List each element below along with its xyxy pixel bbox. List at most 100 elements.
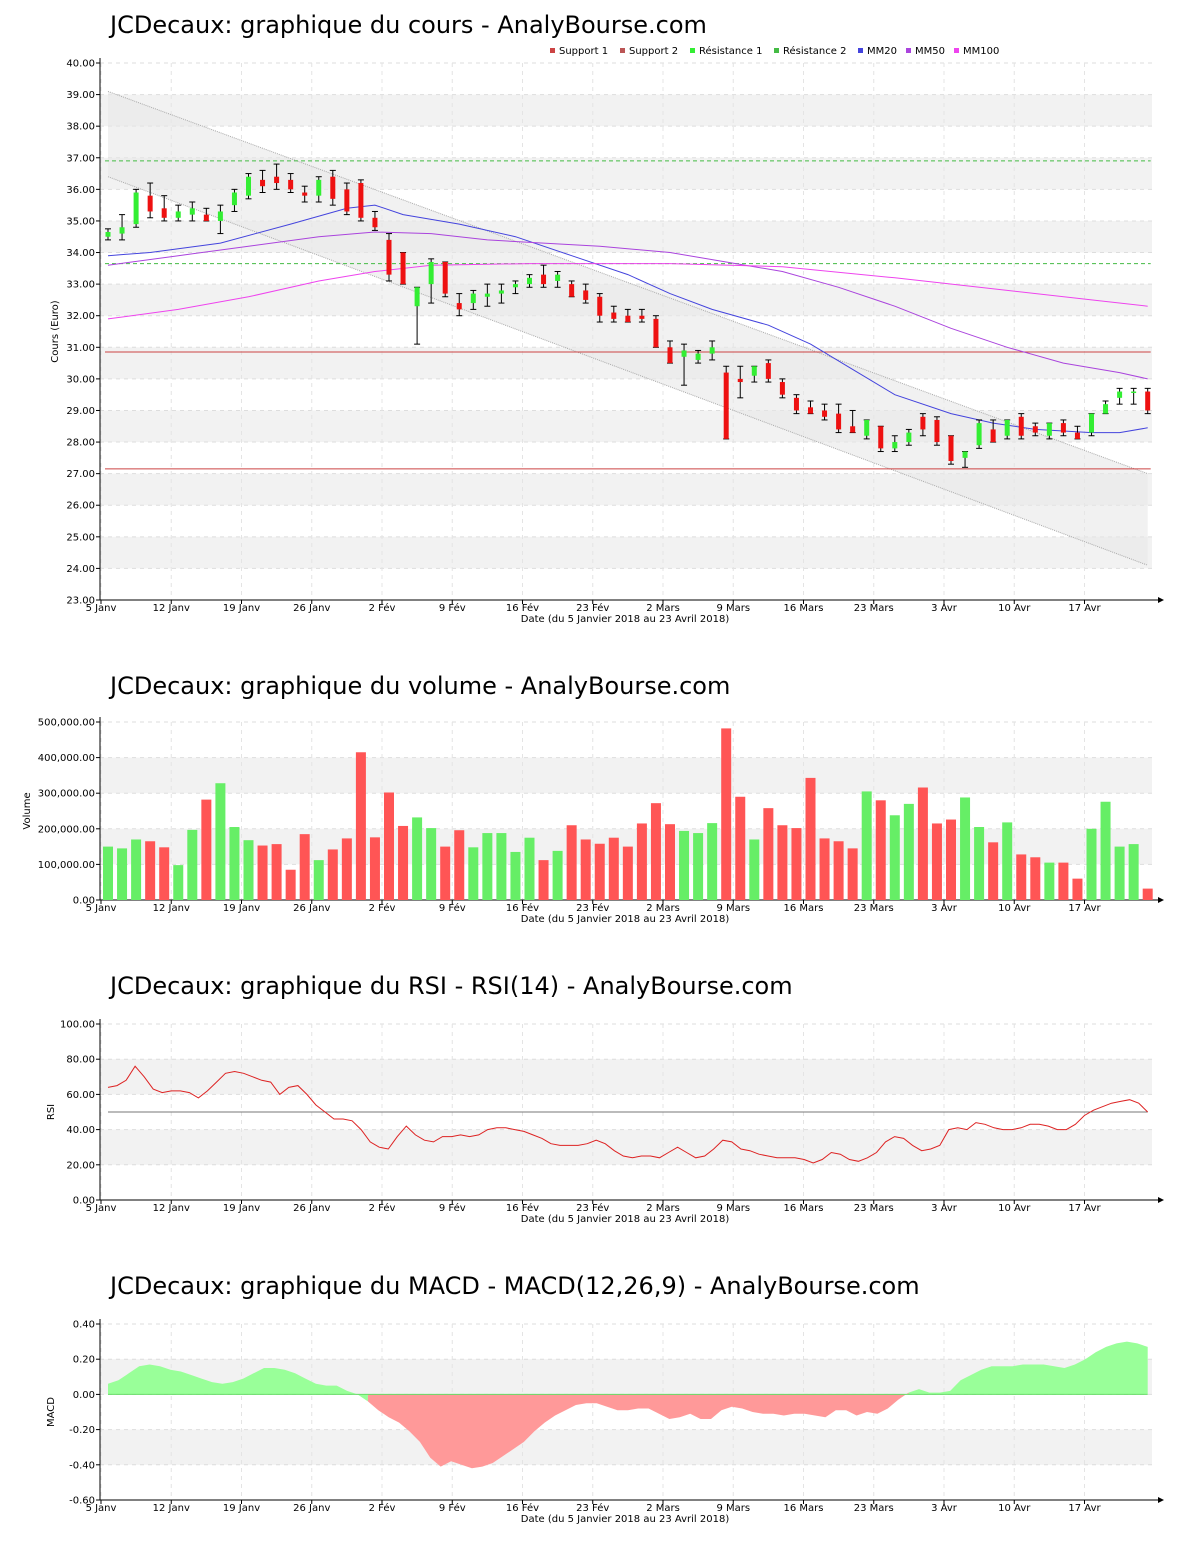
candle	[119, 214, 126, 241]
band	[100, 1429, 1152, 1465]
y-tick-label: 27.00	[66, 469, 95, 480]
volume-bar	[749, 839, 760, 900]
chart-title: JCDecaux: graphique du volume - AnalyBou…	[108, 672, 730, 700]
candle	[976, 419, 983, 449]
candle-body	[906, 432, 912, 443]
y-tick-label: 100.00	[60, 1020, 95, 1031]
x-axis-label: Date (du 5 Janvier 2018 au 23 Avril 2018…	[521, 914, 730, 925]
candle	[849, 409, 856, 434]
volume-bar	[735, 796, 746, 900]
y-tick-label: -0.20	[69, 1425, 95, 1436]
volume-bar	[946, 819, 956, 900]
volume-bar	[931, 823, 942, 900]
x-tick-label: 19 Janv	[223, 903, 260, 914]
x-tick-label: 3 Avr	[931, 603, 958, 614]
panel-1: JCDecaux: graphique du volume - AnalyBou…	[22, 672, 1164, 925]
candle	[863, 419, 870, 440]
volume-bar	[636, 823, 647, 900]
volume-bar	[1086, 828, 1097, 900]
y-axis-label: RSI	[46, 1104, 57, 1120]
candle-body	[484, 293, 490, 297]
candle	[470, 289, 477, 310]
x-tick-label: 23 Mars	[854, 1203, 894, 1214]
candle-body	[161, 208, 167, 218]
candle	[400, 252, 407, 285]
legend-label: MM100	[963, 46, 999, 57]
candle	[891, 435, 898, 453]
legend-label: Support 2	[629, 46, 678, 57]
candle	[667, 340, 673, 364]
band	[100, 536, 1152, 569]
candle	[1088, 413, 1095, 437]
candle-body	[569, 284, 575, 297]
candle-body	[512, 284, 518, 288]
candle	[105, 228, 111, 241]
volume-bar	[622, 846, 633, 900]
volume-bar	[679, 830, 690, 900]
chart-title: JCDecaux: graphique du cours - AnalyBour…	[108, 11, 707, 39]
candle-body	[934, 419, 940, 443]
volume-bar	[187, 829, 198, 900]
volume-bar	[229, 827, 240, 900]
candle	[1032, 422, 1039, 437]
legend-swatch	[550, 48, 555, 53]
volume-bar	[1100, 801, 1111, 900]
x-tick-label: 26 Janv	[293, 1203, 330, 1214]
y-tick-label: 0.20	[73, 1355, 95, 1366]
x-tick-label: 9 Mars	[716, 603, 750, 614]
candle-body	[246, 176, 251, 196]
candle	[962, 451, 969, 468]
volume-bar	[299, 834, 310, 900]
x-tick-label: 2 Fév	[369, 1502, 396, 1514]
x-tick-label: 16 Mars	[784, 903, 824, 914]
candle-body	[231, 192, 237, 206]
candle-body	[822, 410, 828, 417]
y-tick-label: 29.00	[66, 406, 95, 417]
candle-body	[836, 413, 842, 430]
volume-bar	[1114, 846, 1125, 900]
candle-body	[203, 214, 209, 221]
x-tick-label: 17 Avr	[1068, 603, 1101, 614]
x-tick-label: 12 Janv	[153, 1203, 190, 1214]
candle	[948, 435, 954, 465]
chart-title: JCDecaux: graphique du MACD - MACD(12,26…	[108, 1272, 920, 1300]
candle	[933, 416, 940, 446]
candle-body	[962, 451, 968, 458]
candle-body	[105, 231, 111, 237]
y-tick-label: 80.00	[66, 1055, 95, 1066]
panel-0: JCDecaux: graphique du cours - AnalyBour…	[50, 11, 1164, 625]
x-tick-label: 23 Fév	[576, 602, 609, 614]
x-tick-label: 2 Fév	[369, 902, 396, 914]
candle	[245, 173, 252, 200]
x-tick-label: 5 Janv	[86, 1503, 117, 1514]
candle-body	[428, 262, 434, 285]
x-tick-label: 3 Avr	[931, 1503, 958, 1514]
x-tick-label: 12 Janv	[153, 903, 190, 914]
y-tick-label: 35.00	[66, 216, 95, 227]
volume-bar	[271, 844, 282, 900]
candle	[737, 365, 744, 399]
candle-body	[1117, 391, 1123, 398]
candle-body	[709, 347, 715, 354]
candle	[807, 400, 814, 415]
candle-body	[442, 262, 448, 294]
x-axis-label: Date (du 5 Janvier 2018 au 23 Avril 2018…	[521, 1514, 730, 1525]
y-tick-label: 20.00	[66, 1160, 95, 1171]
volume-bar	[524, 837, 535, 900]
y-tick-label: 37.00	[66, 153, 95, 164]
y-tick-label: 33.00	[66, 280, 95, 291]
candle	[905, 428, 912, 446]
x-tick-label: 9 Fév	[439, 1502, 466, 1514]
candle	[919, 413, 926, 437]
x-tick-label: 19 Janv	[223, 1203, 260, 1214]
macd-positive-area	[908, 1341, 1148, 1395]
volume-bar	[426, 828, 437, 900]
x-tick-label: 17 Avr	[1068, 1203, 1101, 1214]
x-tick-label: 3 Avr	[931, 903, 958, 914]
candle-body	[625, 315, 631, 323]
volume-bar	[833, 841, 844, 900]
candle	[315, 176, 322, 203]
volume-bar	[1016, 854, 1027, 900]
x-axis-arrow	[1158, 597, 1164, 603]
volume-bar	[1058, 862, 1069, 900]
